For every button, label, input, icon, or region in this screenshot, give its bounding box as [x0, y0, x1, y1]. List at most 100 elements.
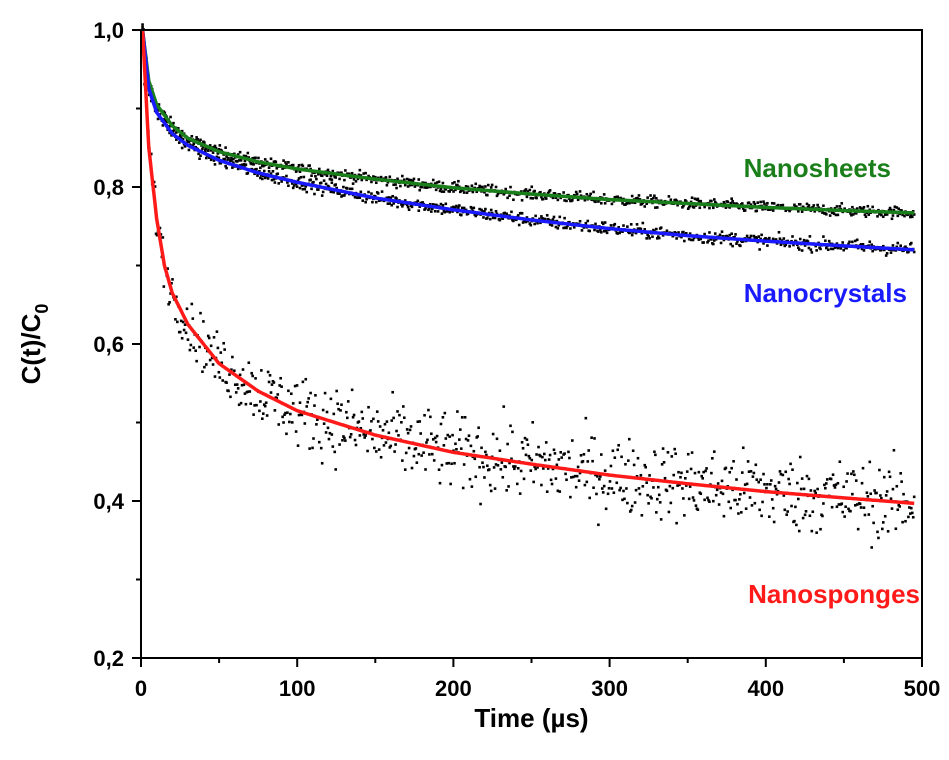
data-point: [783, 508, 787, 512]
data-point: [710, 238, 713, 241]
data-point: [643, 463, 647, 467]
data-point: [556, 227, 560, 230]
data-point: [272, 178, 276, 181]
data-point: [424, 207, 427, 210]
data-point: [335, 389, 338, 393]
data-point: [746, 460, 750, 463]
data-point: [359, 174, 363, 177]
data-point: [722, 238, 726, 242]
data-point: [576, 198, 580, 202]
data-point: [592, 486, 595, 490]
data-point: [258, 169, 261, 173]
data-point: [468, 477, 472, 481]
data-point: [829, 247, 833, 251]
data-point: [493, 487, 497, 490]
data-point: [701, 477, 704, 480]
data-point: [885, 213, 889, 216]
data-point: [894, 527, 898, 531]
data-point: [207, 336, 211, 340]
data-point: [855, 503, 859, 506]
data-point: [724, 466, 728, 470]
data-point: [458, 204, 461, 207]
data-point: [646, 493, 649, 497]
data-point: [805, 474, 809, 478]
data-point: [598, 477, 601, 481]
data-point: [822, 502, 825, 505]
data-point: [880, 248, 883, 252]
data-point: [323, 391, 327, 395]
data-point: [536, 466, 539, 469]
data-point: [900, 209, 903, 212]
data-point: [656, 235, 660, 238]
data-point: [486, 193, 489, 197]
data-point: [532, 480, 535, 484]
data-point: [300, 184, 304, 187]
data-point: [568, 220, 571, 224]
data-point: [732, 459, 735, 463]
data-point: [881, 244, 885, 248]
x-tick-label: 100: [279, 676, 316, 701]
data-point: [483, 210, 486, 213]
data-point: [444, 202, 448, 206]
data-point: [400, 420, 403, 424]
data-point: [870, 546, 873, 549]
data-point: [176, 127, 180, 130]
data-point: [567, 450, 570, 454]
data-point: [565, 478, 568, 482]
data-point: [763, 483, 766, 486]
data-point: [205, 156, 208, 160]
data-point: [203, 141, 206, 144]
data-point: [345, 416, 349, 420]
data-point: [491, 216, 495, 220]
data-point: [450, 206, 453, 209]
data-point: [802, 487, 806, 491]
data-point: [244, 154, 248, 158]
data-point: [228, 373, 231, 376]
data-point: [752, 471, 756, 475]
data-point: [407, 178, 411, 182]
data-point: [868, 460, 872, 464]
data-point: [334, 183, 338, 186]
data-point: [226, 158, 229, 161]
data-point: [184, 331, 188, 335]
data-point: [342, 435, 345, 438]
data-point: [624, 462, 627, 466]
data-point: [798, 202, 802, 206]
data-point: [470, 184, 474, 188]
data-point: [715, 488, 719, 492]
data-point: [298, 401, 302, 404]
data-point: [293, 384, 297, 388]
data-point: [776, 203, 780, 207]
data-point: [653, 450, 656, 454]
data-point: [815, 249, 818, 252]
data-point: [304, 377, 308, 381]
data-point: [902, 492, 905, 496]
data-point: [689, 238, 693, 242]
data-point: [350, 187, 354, 191]
data-point: [217, 370, 221, 374]
data-point: [617, 443, 620, 447]
data-point: [825, 478, 829, 481]
data-point: [766, 482, 769, 486]
data-point: [394, 443, 397, 446]
data-point: [238, 150, 242, 154]
data-point: [636, 197, 640, 200]
series-label-nanosponges: Nanosponges: [748, 579, 920, 609]
data-point: [285, 174, 288, 178]
data-point: [384, 441, 388, 444]
data-point: [314, 394, 317, 397]
data-point: [232, 157, 235, 161]
data-point: [364, 171, 367, 175]
data-point: [254, 377, 257, 380]
data-point: [543, 452, 546, 456]
data-point: [396, 205, 399, 209]
data-point: [483, 476, 486, 479]
data-point: [599, 475, 602, 478]
data-point: [385, 420, 389, 423]
data-point: [185, 138, 189, 142]
data-point: [602, 229, 606, 233]
data-point: [865, 491, 869, 495]
data-point: [239, 159, 243, 162]
data-point: [484, 450, 487, 454]
